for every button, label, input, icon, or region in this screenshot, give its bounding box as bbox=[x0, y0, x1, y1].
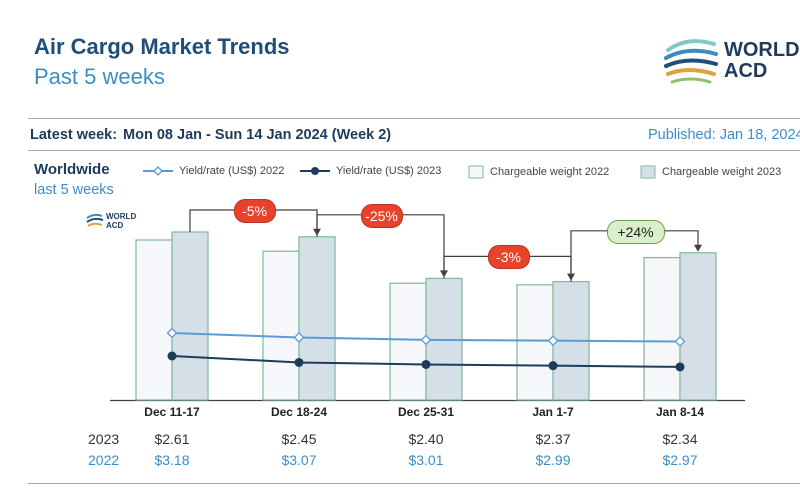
price-2023-cell: $2.40 bbox=[408, 431, 444, 447]
latest-week: Latest week: Mon 08 Jan - Sun 14 Jan 2024… bbox=[30, 127, 391, 143]
bar-2022 bbox=[262, 250, 300, 401]
yield-2023-point bbox=[167, 351, 177, 361]
region-label: Worldwide bbox=[34, 161, 110, 178]
period-label: last 5 weeks bbox=[34, 182, 114, 198]
bar-2022 bbox=[135, 239, 173, 401]
row-year-2022: 2022 bbox=[88, 452, 120, 468]
category-label: Jan 8-14 bbox=[655, 405, 705, 419]
page-subtitle: Past 5 weeks bbox=[34, 64, 165, 89]
bar-2023 bbox=[679, 252, 717, 401]
category-label: Dec 11-17 bbox=[144, 405, 200, 419]
row-year-2023: 2023 bbox=[88, 431, 120, 447]
mini-logo-icon bbox=[86, 213, 104, 227]
price-2023-cell: $2.61 bbox=[154, 431, 190, 447]
change-down-badge: -3% bbox=[487, 245, 530, 270]
header-divider bbox=[28, 118, 800, 119]
yield-2022-point bbox=[420, 334, 432, 346]
price-2022-cell: $3.01 bbox=[408, 452, 444, 468]
category-label: Dec 25-31 bbox=[397, 405, 455, 419]
price-2023-cell: $2.37 bbox=[535, 431, 571, 447]
price-2022-cell: $2.97 bbox=[662, 452, 698, 468]
yield-2022-point bbox=[674, 336, 686, 347]
price-2022-cell: $2.99 bbox=[535, 452, 571, 468]
category-label: Jan 1-7 bbox=[532, 405, 574, 419]
yield-2023-point bbox=[421, 359, 431, 369]
price-2022-cell: $3.07 bbox=[281, 452, 317, 468]
mini-logo-text: WORLD ACD bbox=[106, 212, 137, 230]
bar-2023 bbox=[171, 231, 209, 401]
line-dot-icon bbox=[300, 167, 330, 175]
logo-text: WORLD ACD bbox=[724, 39, 800, 82]
yield-2023-point bbox=[294, 357, 304, 367]
latest-week-label: Latest week: bbox=[30, 127, 118, 143]
yield-2022-point bbox=[547, 335, 559, 347]
page-title: Air Cargo Market Trends bbox=[34, 34, 290, 59]
bar-2022 bbox=[389, 282, 427, 401]
bar-swatch-2022-icon bbox=[468, 165, 484, 179]
published-date: Published: Jan 18, 2024 bbox=[648, 127, 800, 143]
bar-2022 bbox=[516, 284, 554, 401]
price-2023-cell: $2.34 bbox=[662, 431, 698, 447]
line-diamond-icon bbox=[143, 166, 173, 176]
legend-weight-2022: Chargeable weight 2022 bbox=[468, 165, 609, 179]
yield-2022-point bbox=[166, 327, 178, 339]
change-down-badge: -5% bbox=[233, 199, 276, 223]
bar-swatch-2023-icon bbox=[640, 165, 656, 179]
world-acd-logo-icon bbox=[664, 39, 718, 84]
change-arrowhead bbox=[694, 244, 702, 252]
yield-2023-point bbox=[548, 361, 558, 371]
latest-week-value: Mon 08 Jan - Sun 14 Jan 2024 (Week 2) bbox=[123, 127, 392, 143]
price-2023-cell: $2.45 bbox=[281, 431, 317, 447]
info-divider bbox=[28, 150, 800, 151]
legend-yield-2023: Yield/rate (US$) 2023 bbox=[300, 165, 441, 177]
category-label: Dec 18-24 bbox=[270, 405, 328, 419]
yield-2023-point bbox=[675, 362, 685, 372]
change-down-badge: -25% bbox=[360, 203, 403, 228]
price-2022-cell: $3.18 bbox=[154, 452, 190, 468]
bar-2023 bbox=[298, 236, 336, 401]
legend-yield-2022: Yield/rate (US$) 2022 bbox=[143, 165, 284, 177]
bar-2022 bbox=[643, 257, 681, 401]
yield-2022-point bbox=[293, 332, 305, 343]
change-up-badge: +24% bbox=[606, 219, 665, 244]
legend-weight-2023: Chargeable weight 2023 bbox=[640, 165, 781, 179]
footer-divider bbox=[28, 483, 800, 484]
